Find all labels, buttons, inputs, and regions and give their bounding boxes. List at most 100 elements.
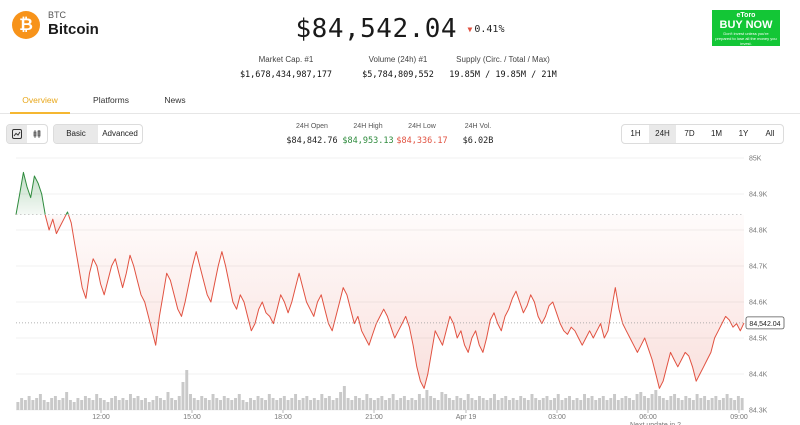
volume-bar	[166, 392, 170, 410]
volume-bar	[158, 398, 162, 410]
ad-disclaimer: Don't invest unless you're prepared to l…	[715, 31, 777, 46]
current-price: $84,542.04	[295, 14, 458, 44]
basic-mode-button[interactable]: Basic	[54, 125, 98, 143]
timeframe-7d[interactable]: 7D	[684, 129, 695, 138]
volume-bar	[42, 400, 46, 410]
y-tick-label: 84.4K	[749, 372, 768, 379]
volume-bar	[339, 392, 343, 410]
etoro-ad-banner[interactable]: eToro BUY NOW Don't invest unless you're…	[712, 10, 780, 46]
volume-bar	[496, 400, 500, 410]
x-tick-label: Apr 19	[456, 414, 477, 421]
volume-bar	[680, 400, 684, 410]
timeframe-1y[interactable]: 1Y	[738, 129, 749, 138]
volume-bar	[230, 400, 234, 410]
price-line-up	[15, 171, 46, 215]
volume-bar	[181, 382, 185, 410]
stat-supply: Supply (Circ. / Total / Max) 19.85M / 19…	[433, 54, 573, 82]
volume-bar	[174, 400, 177, 410]
y-tick-label: 84.3K	[749, 408, 768, 415]
volume-bar	[342, 386, 346, 410]
volume-bar	[286, 400, 290, 410]
volume-bar	[38, 394, 42, 410]
volume-bar	[526, 400, 530, 410]
volume-bar	[459, 398, 463, 410]
volume-bar	[530, 394, 534, 410]
volume-bar	[474, 400, 478, 410]
volume-bar	[429, 396, 433, 410]
volume-bar	[549, 400, 553, 410]
volume-bar	[384, 400, 388, 410]
stat-value: $1,678,434,987,177	[239, 70, 333, 80]
volume-bar	[249, 398, 253, 410]
volume-bar	[669, 396, 673, 410]
volume-bar	[200, 396, 204, 410]
volume-bar	[106, 402, 110, 410]
x-tick-label: 06:00	[639, 414, 657, 421]
volume-bar	[399, 398, 403, 410]
price-line-up	[65, 211, 69, 215]
volume-bar	[264, 400, 268, 410]
volume-bar	[20, 398, 24, 410]
volume-bar	[125, 400, 129, 410]
advanced-mode-button[interactable]: Advanced	[102, 129, 138, 138]
volume-bar	[489, 398, 493, 410]
volume-bar	[305, 396, 309, 410]
volume-bar	[256, 396, 260, 410]
volume-bar	[72, 402, 76, 410]
volume-bar	[643, 396, 647, 410]
volume-bar	[571, 400, 575, 410]
volume-bar	[350, 400, 354, 410]
ohlc-volume: 24H Vol. $6.02B	[443, 122, 513, 148]
volume-bar	[492, 394, 496, 410]
tab-overview[interactable]: Overview	[10, 88, 70, 114]
volume-bar	[369, 398, 373, 410]
volume-bar	[654, 390, 658, 410]
x-tick-label: 09:00	[730, 414, 748, 421]
ohlc-label: 24H Low	[408, 123, 436, 130]
timeframe-1m[interactable]: 1M	[710, 129, 723, 138]
volume-bar	[631, 400, 635, 410]
line-chart-icon[interactable]	[7, 125, 27, 143]
x-tick-label: 15:00	[183, 414, 201, 421]
volume-bar	[507, 400, 511, 410]
volume-bar	[83, 396, 87, 410]
volume-bar	[87, 398, 91, 410]
volume-bar	[451, 400, 455, 410]
volume-bar	[710, 398, 714, 410]
volume-bar	[515, 400, 519, 410]
stat-label: Supply (Circ. / Total / Max)	[456, 55, 550, 64]
tab-platforms[interactable]: Platforms	[93, 95, 129, 105]
volume-bar	[661, 398, 665, 410]
volume-bar	[519, 396, 523, 410]
coin-symbol: BTC	[48, 10, 66, 20]
volume-bar	[346, 398, 350, 410]
bitcoin-logo-icon: ₿	[12, 10, 40, 39]
volume-bar	[556, 394, 560, 410]
timeframe-all[interactable]: All	[765, 129, 775, 138]
volume-bar	[189, 394, 192, 410]
volume-bar	[447, 398, 451, 410]
tab-news[interactable]: News	[164, 95, 186, 105]
candlestick-icon[interactable]	[27, 125, 47, 143]
timeframe-1h[interactable]: 1H	[630, 129, 641, 138]
volume-bar	[128, 394, 132, 410]
ohlc-label: 24H Open	[296, 123, 328, 130]
timeframe-24h[interactable]: 24H	[649, 125, 676, 143]
y-tick-label: 84.6K	[749, 300, 768, 307]
volume-bar	[324, 398, 328, 410]
volume-bar	[162, 400, 166, 410]
coin-name: Bitcoin	[48, 21, 99, 38]
stat-market-cap: Market Cap. #1 $1,678,434,987,177	[216, 54, 356, 82]
volume-bar	[16, 402, 20, 410]
volume-bar	[477, 396, 481, 410]
ad-cta[interactable]: BUY NOW	[719, 19, 773, 31]
chart-type-toggle	[6, 124, 48, 144]
volume-bar	[729, 398, 733, 410]
market-stats: Market Cap. #1 $1,678,434,987,177 Volume…	[0, 54, 800, 84]
price-chart[interactable]: 85K 84.9K 84.8K 84.7K 84.6K 84.5K 84.4K 84.3K 84…	[0, 148, 800, 425]
volume-bar	[564, 398, 568, 410]
volume-bar	[110, 398, 114, 410]
volume-bar	[294, 394, 298, 410]
volume-bar	[601, 396, 605, 410]
volume-bar	[196, 400, 200, 410]
